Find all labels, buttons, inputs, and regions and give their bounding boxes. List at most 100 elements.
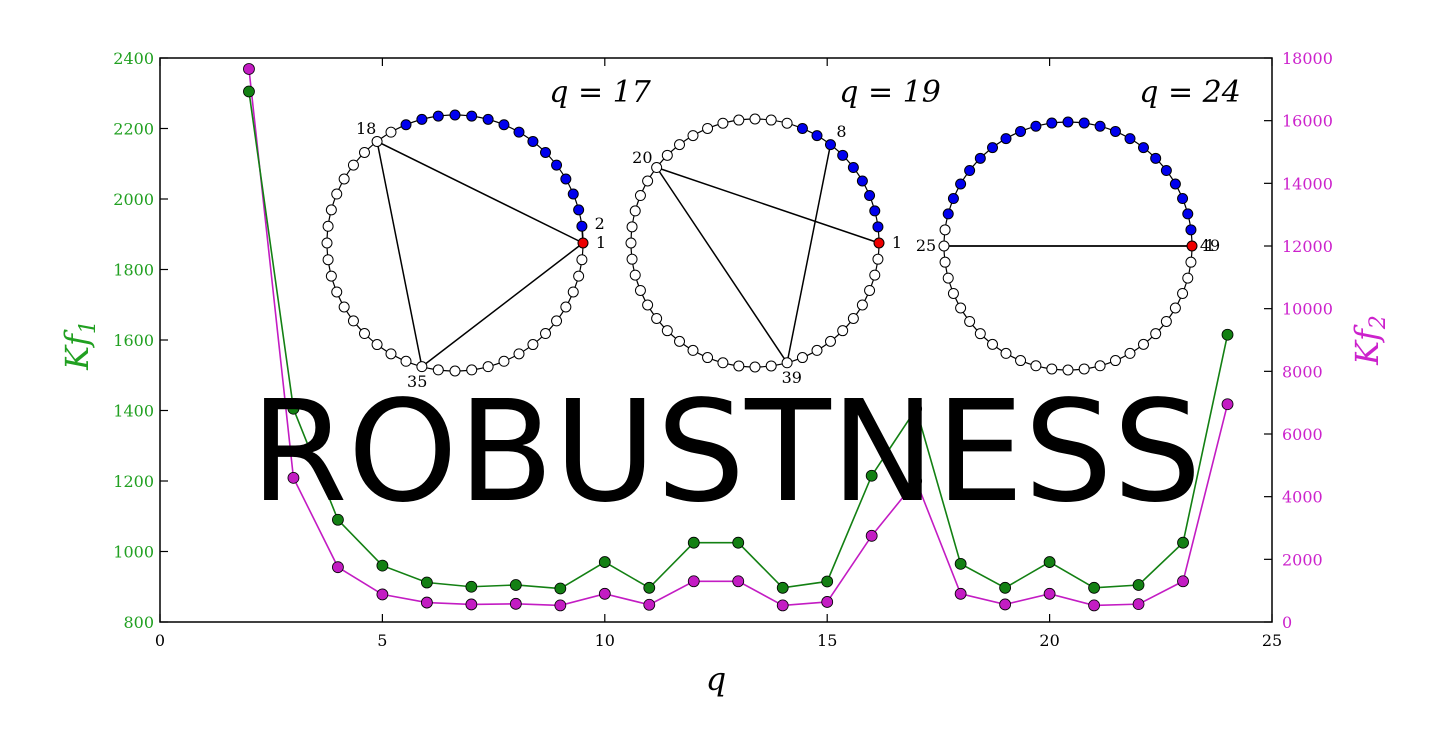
left-axis-label: Kf1 xyxy=(58,320,101,371)
network-node xyxy=(873,237,885,249)
network-node xyxy=(449,365,461,377)
data-series xyxy=(243,63,1234,612)
left-y-tick-label: 2400 xyxy=(113,49,154,68)
network-node xyxy=(869,205,881,217)
network-edge xyxy=(421,242,584,368)
series-kf2-point xyxy=(1043,587,1056,600)
series-kf2-point xyxy=(643,598,656,611)
series-kf1-point xyxy=(465,580,478,593)
network-node xyxy=(1078,117,1090,129)
right-axis-label-main: Kf xyxy=(1348,324,1386,366)
network-node xyxy=(864,284,876,296)
series-kf1-point xyxy=(1088,581,1100,594)
network-node xyxy=(1177,287,1189,299)
network-node xyxy=(634,190,646,202)
network-node xyxy=(811,344,823,356)
series-kf2-point xyxy=(1177,575,1189,588)
series-kf2-point xyxy=(865,529,878,542)
q-label: q = 17 xyxy=(549,75,652,110)
network-node xyxy=(449,109,461,121)
network-edge xyxy=(656,166,880,244)
network-node xyxy=(466,110,478,122)
left-y-tick-label: 800 xyxy=(123,613,154,632)
network-node xyxy=(573,270,585,282)
network-node xyxy=(1177,193,1189,205)
right-y-tick-label: 10000 xyxy=(1282,300,1333,319)
network-node xyxy=(717,357,729,369)
network-node xyxy=(482,361,494,373)
series-kf2-point xyxy=(1088,599,1100,612)
network-node xyxy=(513,126,525,138)
node-label: 49 xyxy=(1200,236,1220,255)
network-node xyxy=(1015,125,1027,137)
network-node xyxy=(955,302,967,314)
left-y-tick-label: 1400 xyxy=(113,402,154,421)
network-node xyxy=(1000,347,1012,359)
right-y-tick-label: 0 xyxy=(1282,613,1292,632)
node-label: 8 xyxy=(836,122,846,141)
network-node xyxy=(1124,133,1136,145)
series-kf2-point xyxy=(243,63,255,75)
network-node xyxy=(560,173,572,185)
network-node xyxy=(338,173,350,185)
network-node xyxy=(1137,142,1149,154)
network-node xyxy=(560,301,572,313)
network-node xyxy=(974,328,986,340)
network-node xyxy=(856,299,868,311)
network-edge xyxy=(376,140,584,244)
x-tick-label: 15 xyxy=(817,631,837,650)
node-label: 2 xyxy=(595,214,605,233)
network-node xyxy=(939,256,951,268)
network-node xyxy=(964,165,976,177)
network-node xyxy=(661,325,673,337)
network-node xyxy=(1150,152,1162,164)
network-node xyxy=(987,142,999,154)
series-kf1-point xyxy=(598,556,611,568)
node-label: 18 xyxy=(356,119,376,138)
right-axis-label: Kf2 xyxy=(1348,315,1391,366)
network-node xyxy=(1094,360,1106,372)
network-node xyxy=(321,237,333,249)
network-edge xyxy=(376,141,423,367)
network-node xyxy=(947,193,959,205)
network-node xyxy=(322,254,334,266)
network-node xyxy=(1030,360,1042,372)
network-node xyxy=(864,190,876,202)
network-node xyxy=(385,348,397,360)
plot-frame xyxy=(159,57,1273,623)
right-y-tick-label: 16000 xyxy=(1282,112,1333,131)
series-kf1-point xyxy=(554,582,567,595)
network-node xyxy=(955,178,967,190)
network-node xyxy=(938,240,950,252)
series-kf2-point xyxy=(821,596,834,608)
network-node xyxy=(466,364,478,376)
network-node xyxy=(358,328,370,340)
network-node xyxy=(527,339,539,351)
series-kf1-point xyxy=(954,557,967,570)
network-node xyxy=(331,188,343,200)
left-axis-label-main: Kf xyxy=(58,329,96,371)
right-axis-label-sub: 2 xyxy=(1366,315,1391,330)
series-kf1-point xyxy=(1043,556,1056,568)
network-inset: 39 1 8 20 q = 19 xyxy=(625,75,941,387)
network-node xyxy=(1169,302,1181,314)
x-tick-label: 0 xyxy=(155,631,165,650)
network-node xyxy=(1046,117,1058,129)
node-label: 20 xyxy=(632,148,652,167)
right-y-tick-label: 8000 xyxy=(1282,362,1323,381)
network-node xyxy=(498,119,510,131)
x-tick-label: 10 xyxy=(595,631,615,650)
network-node xyxy=(629,205,641,217)
network-node xyxy=(1094,120,1106,132)
network-node xyxy=(322,220,334,232)
series-kf1-point xyxy=(509,579,522,591)
series-kf1-point xyxy=(910,402,923,415)
network-edge xyxy=(786,144,832,363)
series-kf1-point xyxy=(287,402,300,415)
node-label: 1 xyxy=(596,233,606,252)
network-node xyxy=(702,122,714,134)
series-kf1-point xyxy=(643,581,656,594)
network-node xyxy=(1169,178,1181,190)
network-node xyxy=(1109,355,1121,367)
